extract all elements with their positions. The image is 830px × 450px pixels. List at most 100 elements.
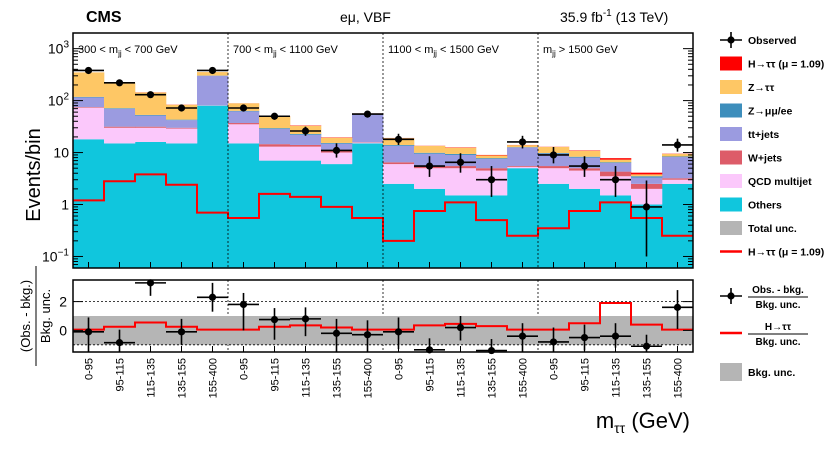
legend-entry: H→ττ Bkg. unc. <box>720 322 808 348</box>
bar-z- <box>135 92 167 115</box>
lumi-exponent: -1 <box>603 8 612 19</box>
y-tick-base: 10 <box>48 93 64 109</box>
legend-label: Others <box>748 200 782 212</box>
bar-tt-jets <box>73 97 105 108</box>
bar-tt-jets <box>166 120 198 128</box>
pull-point <box>363 331 372 339</box>
x-tick-label: 115-135 <box>301 358 313 398</box>
bar-others <box>538 183 570 268</box>
bar-w-jets <box>104 126 136 128</box>
observed-point <box>239 104 248 112</box>
bar-w-jets <box>228 123 260 125</box>
pull-point <box>549 338 558 346</box>
bar-others <box>166 143 198 268</box>
legend-swatch <box>720 363 742 381</box>
bar-z- <box>414 145 446 153</box>
bar-others <box>321 164 353 268</box>
bar-tt-jets <box>259 128 291 145</box>
bar-qcd-multijet <box>662 179 694 184</box>
legend-label: Observed <box>748 35 796 47</box>
bar-z- <box>445 147 477 154</box>
x-tick-label: 95-115 <box>425 358 437 391</box>
pull-point <box>177 328 186 336</box>
bar-others <box>197 105 229 268</box>
bar-w-jets <box>166 127 198 129</box>
legend-entry: H→ττ (μ = 1.09) <box>720 247 824 259</box>
observed-point <box>394 135 403 143</box>
bar-w-jets <box>662 178 694 180</box>
x-tick-label: 155-400 <box>673 358 685 398</box>
legend-swatch <box>720 103 742 118</box>
legend-entry: Obs. - bkg. Bkg. unc. <box>720 285 808 311</box>
bar-others <box>290 160 322 268</box>
x-tick-label: 155-400 <box>208 358 220 398</box>
region-label: 700 < mjj < 1100 GeV <box>233 44 339 58</box>
x-tick-label: 95-115 <box>270 358 282 391</box>
bar-qcd-multijet <box>166 128 198 144</box>
legend-label: W+jets <box>748 153 782 165</box>
bar-z-ee <box>383 144 415 146</box>
bar-h- <box>600 158 632 160</box>
legend-swatch <box>720 150 742 165</box>
legend-den: Bkg. unc. <box>755 337 800 348</box>
region-label-pre: m <box>543 44 552 56</box>
x-axis-label-sub: ττ <box>614 420 626 436</box>
y-tick-base: 10 <box>53 145 69 161</box>
bar-z- <box>104 82 136 109</box>
legend-swatch <box>720 174 742 188</box>
bar-w-jets <box>259 144 291 147</box>
legend-entry: Others <box>720 197 782 212</box>
legend-entry: QCD multijet <box>720 174 812 188</box>
observed-point <box>84 66 93 75</box>
legend-label: QCD multijet <box>748 176 812 188</box>
bar-tt-jets <box>383 145 415 163</box>
legend-swatch <box>720 56 742 71</box>
legend-label: tt+jets <box>748 129 779 141</box>
y-tick-exp: −1 <box>58 247 70 258</box>
bar-qcd-multijet <box>538 168 570 184</box>
legend-entry: H→ττ (μ = 1.09) <box>720 56 824 71</box>
bar-qcd-multijet <box>104 127 136 144</box>
y-tick-base: 1 <box>61 197 69 213</box>
x-tick-label: 95-115 <box>115 358 127 391</box>
bar-others <box>600 195 632 268</box>
bar-w-jets <box>383 162 415 165</box>
x-tick-label: 135-155 <box>177 358 189 398</box>
y-tick-base: 10 <box>42 248 58 264</box>
pull-point <box>394 328 403 336</box>
region-label-pre: 1100 < m <box>388 44 433 56</box>
observed-point <box>580 162 589 170</box>
y-tick-label: 10−1 <box>42 247 69 264</box>
observed-point <box>270 112 279 120</box>
bar-qcd-multijet <box>321 152 353 165</box>
bar-h- <box>631 172 663 175</box>
experiment-label: CMS <box>86 9 122 26</box>
legend-entry: Total unc. <box>720 221 797 235</box>
pull-point <box>456 323 465 332</box>
pull-point <box>611 332 620 340</box>
lumi-label: 35.9 fb-1 (13 TeV) <box>560 8 668 25</box>
pull-point <box>518 332 527 340</box>
observed-point <box>549 151 558 159</box>
bar-tt-jets <box>507 147 539 167</box>
x-tick-label: 115-135 <box>146 358 158 398</box>
pull-point <box>270 316 279 324</box>
bar-qcd-multijet <box>135 127 167 142</box>
bar-z- <box>73 72 105 97</box>
x-tick-label: 0-95 <box>549 358 561 380</box>
x-tick-label: 155-400 <box>363 358 375 398</box>
bar-tt-jets <box>135 115 167 127</box>
observed-point <box>611 176 620 184</box>
x-tick-label: 115-135 <box>611 358 623 398</box>
bar-others <box>228 143 260 268</box>
pull-point <box>301 315 310 323</box>
legend-entry: Z→ττ <box>720 80 775 94</box>
legend-label: Total unc. <box>748 223 797 235</box>
bar-z-ee <box>321 142 353 144</box>
region-label-pre: 300 < m <box>78 44 118 56</box>
legend-label: Z→ττ <box>748 82 775 94</box>
bar-tt-jets <box>476 159 508 169</box>
observed-point <box>518 138 527 146</box>
legend-swatch <box>720 80 742 94</box>
region-label-post: < 700 GeV <box>122 44 179 56</box>
